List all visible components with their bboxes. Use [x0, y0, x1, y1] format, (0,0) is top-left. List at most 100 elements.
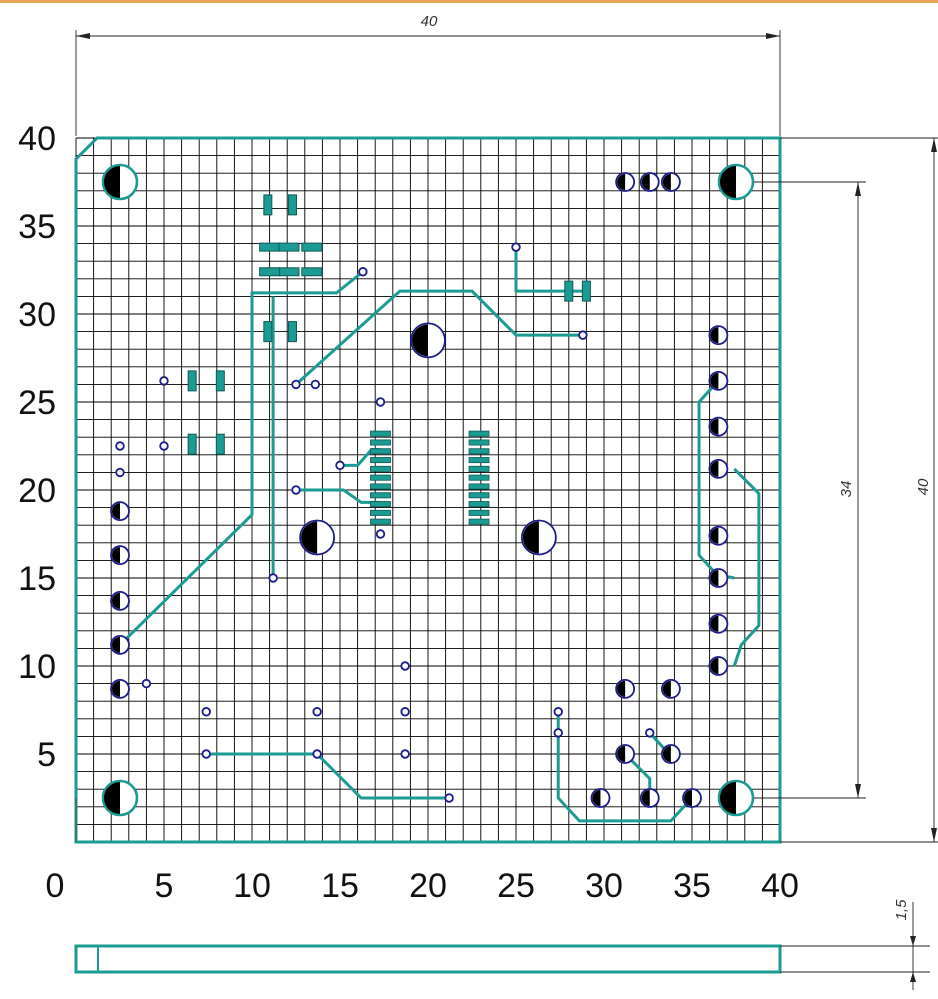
copper-trace: [118, 270, 364, 646]
pad-fill: [617, 680, 626, 697]
through-hole-pad: [110, 545, 130, 566]
through-hole-pad: [615, 744, 636, 764]
board-edge: [74, 136, 782, 844]
board-outline: [74, 136, 782, 844]
large-through-hole: [299, 519, 336, 556]
chip-pin: [468, 509, 490, 516]
via: [312, 749, 322, 759]
through-hole-pad: [660, 678, 681, 699]
smd-pad: [301, 242, 323, 252]
x-axis-tick-label: 25: [497, 867, 535, 905]
via: [358, 267, 368, 277]
chip-pin: [370, 430, 391, 437]
dim-right-height-label: 40: [915, 478, 932, 495]
smd-pad: [278, 267, 300, 277]
x-axis-tick-label: 15: [321, 867, 359, 905]
via: [291, 485, 301, 495]
smd-pad: [263, 194, 273, 216]
pad-fill: [662, 680, 671, 697]
through-hole-pad: [590, 788, 611, 808]
through-hole-pad: [708, 525, 729, 546]
copper-trace: [514, 247, 587, 293]
dim-thickness-label: 1,5: [893, 899, 910, 921]
through-hole-pad: [708, 656, 729, 676]
pad-fill: [412, 324, 428, 357]
chip-pin: [370, 457, 391, 464]
chip-pin: [468, 518, 490, 525]
mounting-hole: [101, 779, 139, 817]
via: [141, 678, 152, 689]
copper-trace: [296, 488, 381, 504]
pad-fill: [710, 327, 719, 344]
via: [400, 661, 410, 671]
copper-trace: [294, 289, 583, 386]
pad-fill: [641, 790, 650, 806]
large-through-hole: [410, 322, 446, 359]
through-hole-pad: [708, 416, 729, 437]
x-axis-tick-label: 5: [155, 867, 174, 905]
pad-fill: [104, 166, 120, 198]
large-through-hole: [520, 519, 557, 556]
pad-fill: [301, 521, 318, 554]
smd-pad: [263, 321, 273, 343]
via: [400, 749, 410, 759]
chip-pin: [370, 518, 391, 525]
pad-fill: [662, 746, 671, 762]
chip-pin: [370, 439, 391, 446]
via: [375, 529, 386, 539]
copper-trace: [556, 711, 692, 823]
pad-fill: [112, 503, 120, 520]
board-side-view: [74, 902, 930, 990]
through-hole-pad: [110, 590, 130, 611]
via: [335, 460, 345, 471]
via: [400, 707, 410, 717]
mounting-hole: [717, 779, 755, 817]
pad-fill: [710, 372, 719, 389]
chip-pin: [468, 501, 490, 508]
through-hole-pad: [110, 678, 130, 699]
via: [115, 441, 125, 451]
grid: [75, 137, 781, 843]
through-hole-pad: [708, 568, 729, 588]
pad-fill: [720, 166, 736, 198]
pad-fill: [592, 790, 601, 806]
mounting-hole: [717, 163, 755, 201]
y-axis-tick-label: 25: [18, 384, 56, 422]
pad-fill: [112, 636, 120, 653]
pad-fill: [641, 174, 650, 190]
pad-fill: [112, 547, 120, 564]
via: [553, 728, 563, 738]
smd-pad: [215, 370, 225, 392]
pad-fill: [684, 790, 692, 806]
dim-top-width-label: 40: [421, 13, 438, 30]
x-axis-tick-label: 30: [585, 867, 623, 905]
via: [291, 379, 301, 390]
dim-hole-spacing-label: 34: [838, 481, 855, 498]
via: [511, 242, 521, 252]
chip-pin: [370, 501, 391, 508]
pad-fill: [662, 174, 671, 190]
smd-chip-footprint: [468, 430, 490, 525]
y-axis-tick-label: 5: [37, 736, 56, 774]
smd-pad: [187, 433, 197, 455]
chip-pin: [370, 483, 391, 490]
via: [312, 707, 322, 717]
smd-pad: [278, 242, 300, 252]
through-hole-pad: [110, 501, 130, 522]
via: [201, 707, 211, 717]
through-hole-pad: [639, 788, 660, 808]
copper-trace: [206, 752, 450, 800]
pad-fill: [710, 527, 719, 544]
via: [159, 441, 169, 451]
through-hole-pad: [708, 613, 729, 634]
window-top-border: [0, 0, 938, 3]
x-axis-tick-label: 10: [233, 867, 271, 905]
dim-arrows-thickness: [910, 936, 916, 982]
chip-pin: [370, 474, 391, 481]
pad-fill: [710, 615, 719, 632]
chip-pin: [370, 465, 391, 472]
chip-pin: [468, 448, 490, 455]
axis-labels: 0 5 10 15 20 25 30 35 40 5 10 15 20 25 30 35 40: [18, 120, 799, 905]
smd-chip-footprint: [370, 430, 391, 525]
smd-pad: [287, 321, 297, 343]
